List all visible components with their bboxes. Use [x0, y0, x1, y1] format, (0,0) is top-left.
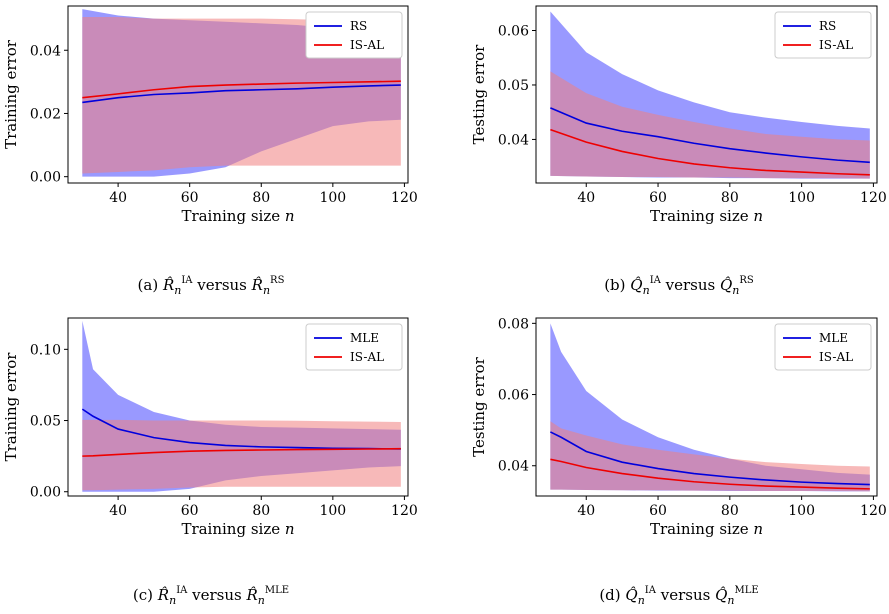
legend-label: IS-AL	[350, 38, 384, 52]
y-tick-label: 0.10	[30, 342, 61, 358]
legend-label: IS-AL	[819, 38, 853, 52]
legend: MLE IS-AL	[774, 323, 872, 371]
y-axis-label: Training error	[2, 352, 20, 462]
y-axis-label: Testing error	[470, 356, 488, 457]
x-tick-label: 40	[577, 503, 595, 519]
x-axis-label: Training size n	[181, 520, 294, 538]
x-tick-label: 80	[721, 503, 739, 519]
plot-area	[550, 11, 870, 179]
x-tick-label: 80	[252, 503, 270, 519]
y-tick-label: 0.08	[498, 316, 529, 332]
y-tick-label: 0.00	[30, 170, 61, 186]
axes-frame	[535, 317, 878, 497]
y-tick-label: 0.06	[498, 388, 529, 404]
legend-label: IS-AL	[350, 350, 384, 364]
x-tick-label: 80	[252, 190, 270, 206]
legend-label: IS-AL	[819, 350, 853, 364]
panel-caption: (a) R̂nIA versus R̂nRS	[138, 275, 285, 297]
y-tick-label: 0.04	[30, 43, 61, 59]
x-tick-label: 120	[860, 190, 887, 206]
x-tick-label: 100	[319, 190, 346, 206]
x-tick-label: 120	[391, 190, 418, 206]
y-tick-label: 0.06	[498, 24, 529, 40]
chart-panel-a: 40 60 80 100 120 0.00 0.02 0.04 Training size n T…	[2, 5, 418, 297]
x-tick-label: 40	[577, 190, 595, 206]
band-is-al-c	[82, 419, 401, 491]
legend-label: MLE	[350, 331, 379, 345]
x-tick-label: 120	[391, 503, 418, 519]
line-is-al-d	[550, 458, 870, 490]
y-axis-label: Testing error	[470, 44, 488, 145]
chart-panel-b: 40 60 80 100 120 0.04 0.05 0.06 Training size n T…	[470, 5, 887, 297]
x-tick-label: 40	[109, 503, 127, 519]
x-tick-label: 100	[788, 190, 815, 206]
line-is-al-b	[550, 128, 870, 176]
panel-caption: (d) Q̂nIA versus Q̂nMLE	[599, 585, 758, 607]
x-axis-label: Training size n	[181, 207, 294, 225]
y-tick-label: 0.04	[498, 459, 529, 475]
chart-panel-c: 40 60 80 100 120 0.00 0.05 0.10 Training size n T…	[2, 317, 418, 607]
x-tick-label: 60	[181, 503, 199, 519]
x-tick-label: 60	[649, 503, 667, 519]
legend: RS IS-AL	[774, 11, 872, 59]
x-tick-label: 40	[109, 190, 127, 206]
x-tick-label: 60	[649, 190, 667, 206]
line-is-al-a	[82, 80, 401, 99]
x-axis-label: Training size n	[650, 520, 763, 538]
panel-caption: (c) R̂nIA versus R̂nMLE	[133, 585, 289, 607]
y-tick-label: 0.05	[498, 78, 529, 94]
legend: MLE IS-AL	[305, 323, 403, 371]
y-tick-label: 0.05	[30, 414, 61, 430]
axes-frame	[67, 317, 409, 497]
line-mle-d	[550, 431, 870, 486]
x-tick-label: 100	[319, 503, 346, 519]
x-tick-label: 60	[181, 190, 199, 206]
y-axis-label: Training error	[2, 39, 20, 149]
plot-area	[550, 323, 870, 492]
y-tick-label: 0.02	[30, 106, 61, 122]
x-axis-label: Training size n	[650, 207, 763, 225]
x-tick-label: 120	[860, 503, 887, 519]
legend-label: RS	[350, 19, 367, 33]
line-is-al-c	[82, 447, 401, 457]
legend-label: MLE	[819, 331, 848, 345]
x-tick-label: 80	[721, 190, 739, 206]
line-rs-b	[550, 107, 870, 164]
y-tick-label: 0.00	[30, 485, 61, 501]
x-tick-label: 100	[788, 503, 815, 519]
plot-area	[81, 320, 401, 492]
legend: RS IS-AL	[305, 11, 403, 59]
line-rs-a	[82, 84, 401, 104]
panel-caption: (b) Q̂nIA versus Q̂nRS	[604, 275, 754, 297]
legend-label: RS	[819, 19, 836, 33]
band-is-al-b	[550, 71, 870, 179]
line-mle-c	[81, 408, 401, 450]
axes-frame	[535, 5, 878, 184]
y-tick-label: 0.04	[498, 132, 529, 148]
axes-frame	[67, 5, 409, 184]
chart-panel-d: 40 60 80 100 120 0.04 0.06 0.08 Training size n T…	[470, 316, 887, 607]
